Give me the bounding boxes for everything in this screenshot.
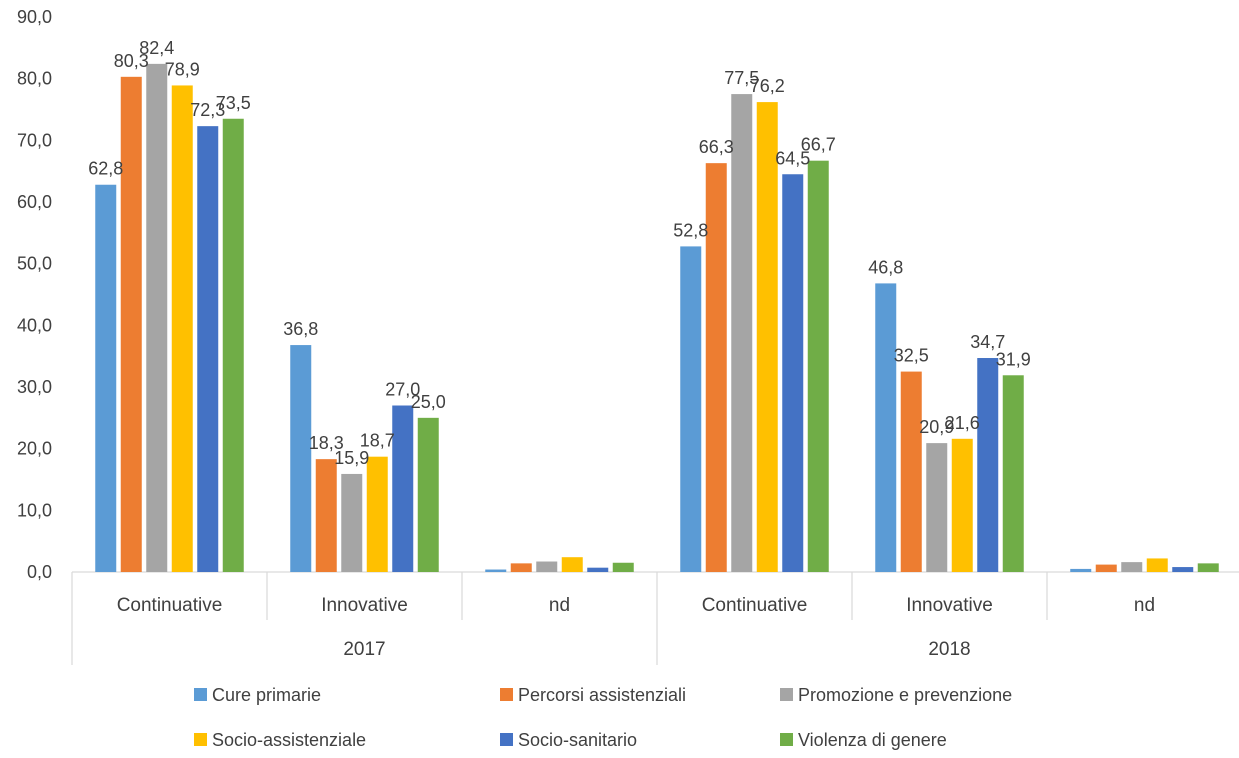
legend-swatch: [780, 688, 793, 701]
data-label: 20,9: [919, 417, 954, 437]
chart-data-labels: 62,8 36,8 52,8 46,8 80,3 18,3 66,3 32,5 82,4 15,9…: [88, 38, 1031, 468]
data-label: 34,7: [970, 332, 1005, 352]
data-label: 66,3: [699, 137, 734, 157]
bar: [95, 184, 117, 572]
data-label: 36,8: [283, 319, 318, 339]
y-tick-label: 10,0: [17, 500, 52, 520]
x-category-label: Innovative: [321, 595, 408, 616]
bar: [951, 438, 973, 572]
y-tick-label: 30,0: [17, 377, 52, 397]
data-label: 77,5: [724, 68, 759, 88]
legend-item-label: Cure primarie: [212, 685, 321, 705]
data-label: 73,5: [216, 93, 251, 113]
bar: [485, 569, 507, 572]
y-tick-label: 60,0: [17, 192, 52, 212]
bar: [680, 246, 702, 572]
bar: [1146, 558, 1168, 572]
legend-item-label: Percorsi assistenziali: [518, 685, 686, 705]
bar: [341, 473, 363, 572]
bar: [222, 118, 244, 572]
x-category-label: Continuative: [702, 595, 808, 616]
data-label: 78,9: [165, 59, 200, 79]
chart-axes: 0,0 10,0 20,0 30,0 40,0 50,0 60,0 70,0 80,0 90,0 C…: [17, 7, 1239, 665]
bar: [510, 563, 532, 572]
bar: [392, 405, 414, 572]
data-label: 46,8: [868, 257, 903, 277]
bar: [561, 557, 583, 572]
bar: [875, 283, 897, 572]
data-label: 27,0: [385, 380, 420, 400]
data-label: 64,5: [775, 148, 810, 168]
bar: [1121, 562, 1143, 572]
bar: [705, 163, 727, 572]
bar: [1197, 563, 1219, 572]
bar: [315, 459, 337, 572]
data-label: 21,6: [945, 413, 980, 433]
bar: [290, 345, 312, 572]
bar: [977, 358, 999, 572]
bar: [1095, 564, 1117, 572]
chart-bars: [95, 63, 1219, 573]
data-label: 62,8: [88, 159, 123, 179]
data-label: 66,7: [801, 135, 836, 155]
bar: [1070, 568, 1092, 572]
bar: [146, 63, 168, 572]
bar: [587, 567, 609, 572]
bar: [1172, 567, 1194, 572]
y-tick-label: 20,0: [17, 439, 52, 459]
bar: [782, 174, 804, 572]
data-label: 15,9: [334, 448, 369, 468]
bar: [756, 102, 778, 572]
bar: [120, 76, 142, 573]
bar: [1002, 375, 1024, 572]
legend-item-label: Socio-assistenziale: [212, 730, 366, 750]
x-category-label: nd: [549, 595, 570, 616]
bar: [197, 126, 219, 573]
x-group-label: 2018: [928, 639, 970, 660]
data-label: 52,8: [673, 220, 708, 240]
legend-item-label: Socio-sanitario: [518, 730, 637, 750]
legend-swatch: [194, 688, 207, 701]
data-label: 31,9: [996, 349, 1031, 369]
y-tick-label: 50,0: [17, 254, 52, 274]
bar: [900, 371, 922, 572]
legend-swatch: [500, 733, 513, 746]
x-category-label: nd: [1134, 595, 1155, 616]
y-tick-label: 40,0: [17, 315, 52, 335]
legend-item-label: Promozione e prevenzione: [798, 685, 1012, 705]
data-label: 72,3: [190, 100, 225, 120]
bar: [536, 561, 558, 572]
legend-swatch: [500, 688, 513, 701]
legend-swatch: [780, 733, 793, 746]
bar: [366, 456, 388, 572]
data-label: 25,0: [411, 392, 446, 412]
bar: [171, 85, 193, 572]
x-group-label: 2017: [343, 639, 385, 660]
x-category-label: Innovative: [906, 595, 993, 616]
legend-swatch: [194, 733, 207, 746]
y-tick-label: 80,0: [17, 69, 52, 89]
x-category-label: Continuative: [117, 595, 223, 616]
data-label: 18,7: [360, 431, 395, 451]
bar: [612, 562, 634, 572]
data-label: 76,2: [750, 76, 785, 96]
data-label: 80,3: [114, 51, 149, 71]
bar: [926, 443, 948, 572]
bar: [807, 160, 829, 572]
data-label: 82,4: [139, 38, 174, 58]
y-tick-label: 70,0: [17, 130, 52, 150]
y-tick-label: 90,0: [17, 7, 52, 27]
data-label: 32,5: [894, 346, 929, 366]
chart-legend: Cure primarie Percorsi assistenziali Promo…: [194, 685, 1012, 750]
y-tick-label: 0,0: [27, 562, 52, 582]
data-label: 18,3: [309, 433, 344, 453]
legend-item-label: Violenza di genere: [798, 730, 947, 750]
bar: [417, 417, 439, 572]
bar: [731, 94, 753, 572]
